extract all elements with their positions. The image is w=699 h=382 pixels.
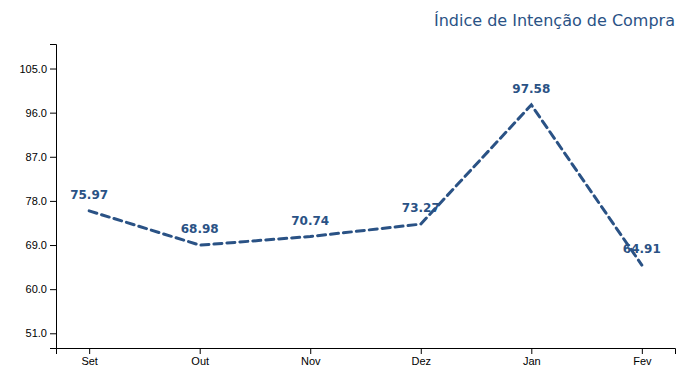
x-tick-mark [421,348,422,354]
y-axis: 51.0 60.0 69.0 78.0 87.0 96.0 105.0 [19,45,56,349]
data-labels: 75.97 68.98 70.74 73.27 97.58 64.91 [70,82,661,256]
x-tick: Out [191,348,209,367]
y-tick: 78.0 [26,195,56,207]
y-tick: 105.0 [19,63,56,75]
line [89,105,642,265]
y-tick-label: 96.0 [26,107,47,119]
x-tick-mark [531,348,532,354]
data-label: 70.74 [291,214,329,228]
x-tick: Fev [633,348,652,367]
x-axis-line [57,349,676,355]
y-tick-label: 105.0 [19,63,47,75]
x-tick: Jan [523,348,541,367]
chart: 51.0 60.0 69.0 78.0 87.0 96.0 105.0 Set Out Nov De… [0,0,699,382]
y-tick: 69.0 [26,239,56,251]
x-axis: Set Out Nov Dez Jan Fev [57,348,676,367]
y-tick: 87.0 [26,151,56,163]
y-tick-label: 69.0 [26,239,47,251]
y-tick-label: 78.0 [26,195,47,207]
y-axis-line [50,45,57,349]
x-tick-label: Dez [411,355,431,367]
x-tick-label: Jan [523,355,541,367]
y-tick-label: 51.0 [26,327,47,339]
x-tick-label: Fev [633,355,652,367]
x-tick: Set [81,348,98,367]
data-label: 64.91 [623,242,661,256]
y-tick-label: 60.0 [26,283,47,295]
y-tick-label: 87.0 [26,151,47,163]
x-tick: Dez [411,348,431,367]
y-tick-mark [50,245,56,246]
y-tick: 51.0 [26,327,56,339]
y-tick-mark [50,333,56,334]
x-tick-mark [200,348,201,354]
x-tick-label: Set [81,355,98,367]
plot: 51.0 60.0 69.0 78.0 87.0 96.0 105.0 Set Out Nov De… [19,45,675,367]
x-tick-label: Nov [301,355,321,367]
data-label: 68.98 [181,222,219,236]
data-label: 73.27 [402,201,440,215]
x-tick-mark [642,348,643,354]
y-tick: 60.0 [26,283,56,295]
x-tick-mark [89,348,90,354]
data-label: 97.58 [512,82,550,96]
x-tick-mark [310,348,311,354]
y-tick-mark [50,69,56,70]
y-tick-mark [50,289,56,290]
data-label: 75.97 [70,188,108,202]
y-tick-mark [50,201,56,202]
title: Índice de Intenção de Compra [434,11,675,30]
marks [89,105,642,265]
x-tick-label: Out [191,355,209,367]
x-tick: Nov [301,348,321,367]
y-tick-mark [50,113,56,114]
y-tick-mark [50,157,56,158]
y-tick: 96.0 [26,107,56,119]
